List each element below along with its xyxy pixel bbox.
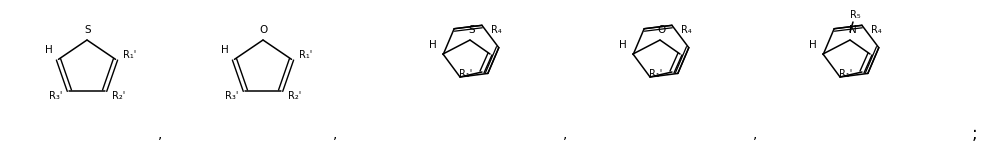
Text: ,: , — [563, 127, 567, 141]
Text: R₁': R₁' — [299, 50, 312, 60]
Text: R₂': R₂' — [112, 91, 125, 101]
Text: R₄: R₄ — [871, 25, 881, 35]
Text: H: H — [45, 45, 52, 55]
Text: R₁': R₁' — [123, 50, 136, 60]
Text: ;: ; — [972, 125, 978, 143]
Text: R₄: R₄ — [491, 25, 501, 35]
Text: H: H — [221, 45, 228, 55]
Text: H: H — [809, 40, 817, 50]
Text: R₅: R₅ — [850, 10, 860, 20]
Text: H: H — [429, 40, 437, 50]
Text: R₄: R₄ — [681, 25, 691, 35]
Text: H: H — [619, 40, 627, 50]
Text: ,: , — [158, 127, 162, 141]
Text: R₁': R₁' — [649, 69, 663, 79]
Text: O: O — [260, 25, 268, 35]
Text: O: O — [658, 25, 666, 35]
Text: R₃': R₃' — [49, 91, 62, 101]
Text: R₁': R₁' — [459, 69, 473, 79]
Text: S: S — [469, 25, 475, 35]
Text: R₃': R₃' — [225, 91, 238, 101]
Text: ,: , — [333, 127, 337, 141]
Text: ,: , — [753, 127, 757, 141]
Text: R₁': R₁' — [839, 69, 853, 79]
Text: N: N — [849, 25, 857, 35]
Text: S: S — [85, 25, 91, 35]
Text: R₂': R₂' — [288, 91, 301, 101]
